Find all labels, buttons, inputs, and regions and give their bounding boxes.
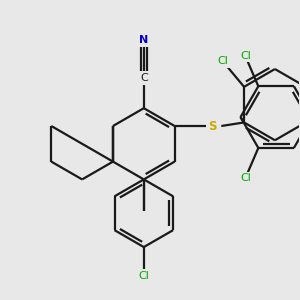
Text: Cl: Cl <box>241 51 251 61</box>
Text: N: N <box>139 35 148 45</box>
Text: S: S <box>208 119 216 133</box>
Text: C: C <box>140 73 148 83</box>
Text: Cl: Cl <box>218 56 229 66</box>
Text: Cl: Cl <box>241 173 251 183</box>
Text: Cl: Cl <box>138 271 149 281</box>
